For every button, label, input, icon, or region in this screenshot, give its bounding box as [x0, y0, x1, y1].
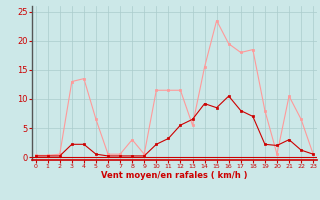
X-axis label: Vent moyen/en rafales ( km/h ): Vent moyen/en rafales ( km/h ) — [101, 171, 248, 180]
